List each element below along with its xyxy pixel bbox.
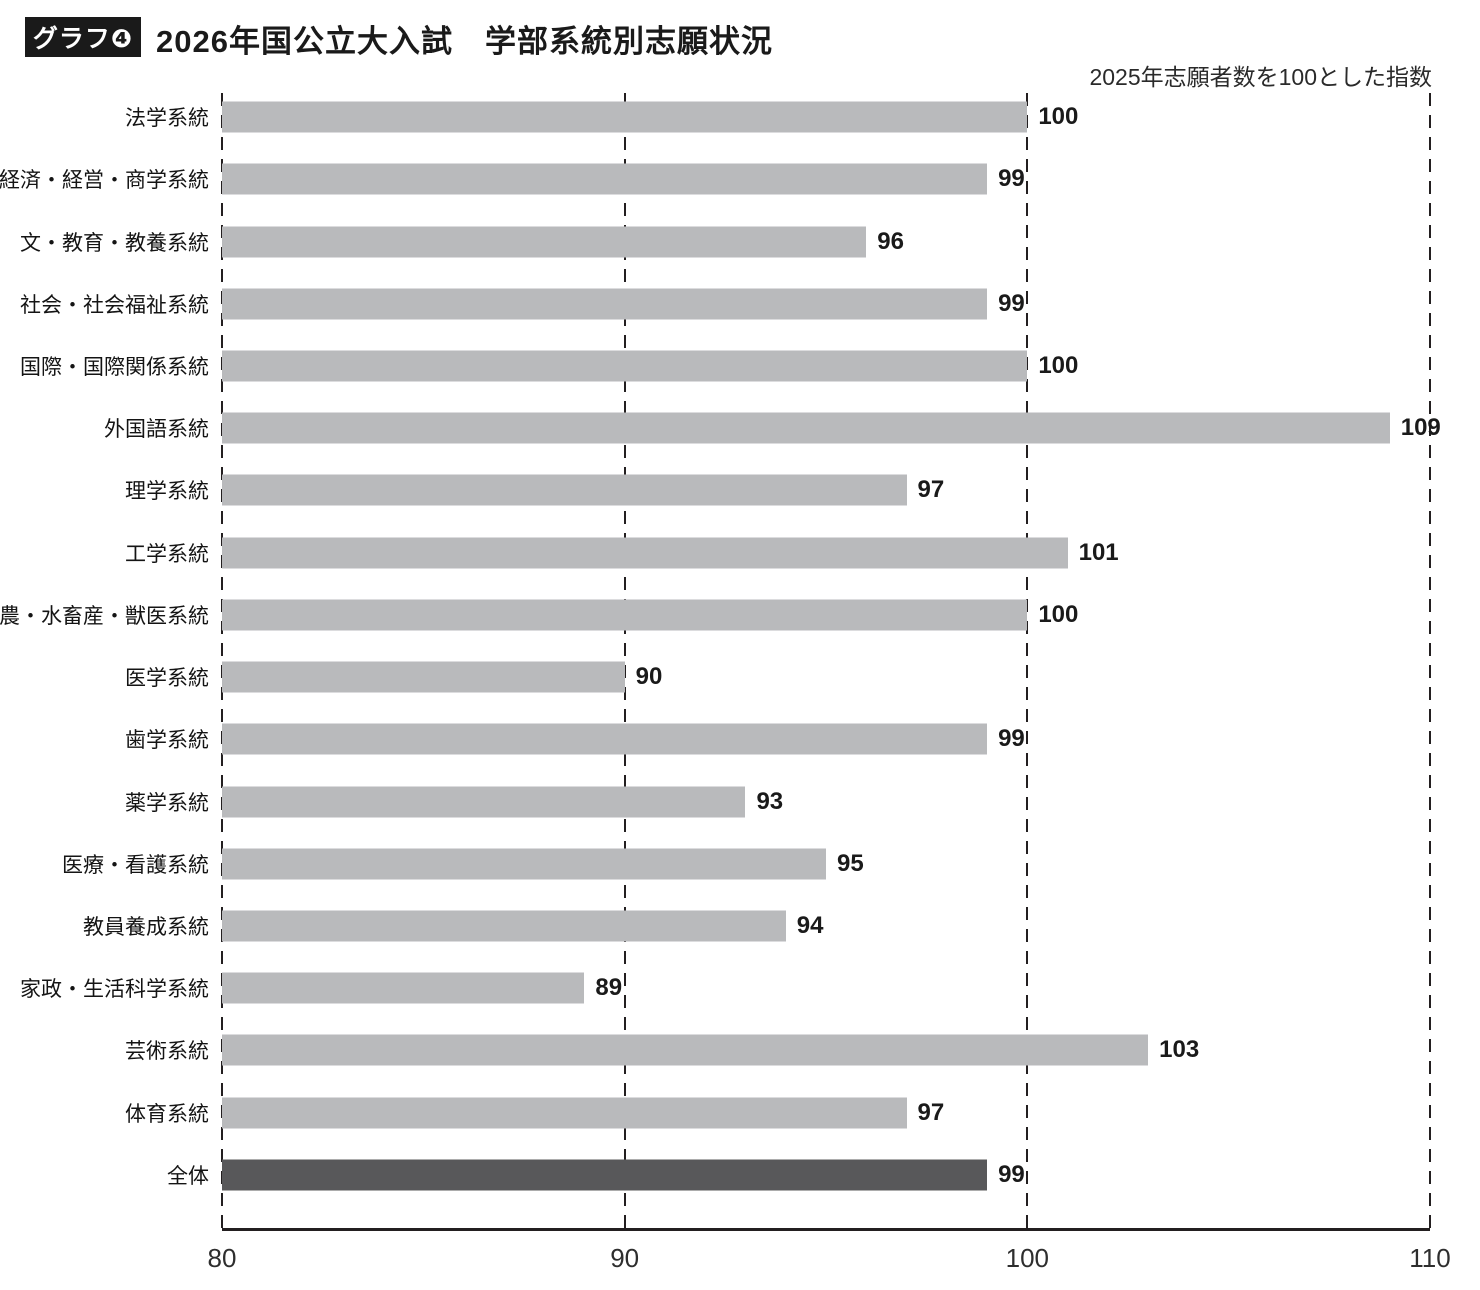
chart-rows: 法学系統 100 経済・経営・商学系統 99 文・教育・教養系統 96 社会・社会福祉系統 9… bbox=[0, 86, 1441, 1206]
value-label: 95 bbox=[837, 849, 864, 877]
gridline-110 bbox=[1429, 86, 1431, 1228]
chart-row: 家政・生活科学系統 89 bbox=[20, 957, 1430, 1019]
value-label: 93 bbox=[756, 787, 784, 815]
bar bbox=[222, 288, 988, 320]
x-tick-label: 80 bbox=[207, 1243, 237, 1273]
value-label: 100 bbox=[1038, 103, 1079, 131]
value-label: 103 bbox=[1159, 1036, 1200, 1064]
bar bbox=[222, 1034, 1149, 1066]
chart-row: 理学系統 97 bbox=[125, 459, 1430, 521]
gridline-80 bbox=[221, 86, 223, 1228]
category-label: 家政・生活科学系統 bbox=[20, 978, 209, 1002]
category-label: 医学系統 bbox=[125, 667, 209, 691]
value-label: 99 bbox=[998, 165, 1025, 193]
bar bbox=[222, 474, 907, 506]
category-label: 医療・看護系統 bbox=[62, 853, 209, 877]
category-label: 文・教育・教養系統 bbox=[20, 231, 209, 255]
chart-row: 歯学系統 99 bbox=[125, 708, 1430, 770]
bar bbox=[222, 848, 826, 880]
bar bbox=[222, 723, 988, 755]
chart-row: 社会・社会福祉系統 99 bbox=[20, 273, 1430, 335]
category-label: 体育系統 bbox=[125, 1102, 209, 1126]
bar bbox=[222, 226, 867, 258]
bar bbox=[222, 599, 1028, 631]
value-label: 97 bbox=[917, 476, 945, 504]
chart-row: 薬学系統 93 bbox=[125, 770, 1430, 832]
value-label: 96 bbox=[877, 227, 904, 255]
value-label: 100 bbox=[1038, 351, 1079, 379]
chart-row: 経済・経営・商学系統 99 bbox=[0, 148, 1430, 210]
category-label: 社会・社会福祉系統 bbox=[20, 293, 209, 317]
gridline-90 bbox=[623, 86, 626, 1228]
value-label: 109 bbox=[1400, 414, 1441, 442]
bar bbox=[222, 661, 625, 693]
category-label: 教員養成系統 bbox=[83, 915, 209, 939]
category-label: 経済・経営・商学系統 bbox=[0, 169, 209, 193]
bar bbox=[222, 786, 746, 818]
chart-row: 全体 99 bbox=[167, 1144, 1430, 1206]
category-label: 工学系統 bbox=[125, 542, 209, 566]
bar bbox=[222, 163, 988, 195]
value-label: 101 bbox=[1078, 538, 1119, 566]
bar bbox=[222, 1097, 907, 1129]
page-title: 2026年国公立大入試 学部系統別志願状況 bbox=[156, 24, 773, 59]
chart-row: 芸術系統 103 bbox=[125, 1019, 1430, 1081]
chart-row: 農・水畜産・獣医系統 100 bbox=[0, 584, 1430, 646]
bar bbox=[222, 910, 786, 942]
chart-row: 国際・国際関係系統 100 bbox=[20, 335, 1430, 397]
value-label: 100 bbox=[1038, 600, 1079, 628]
category-label: 芸術系統 bbox=[125, 1040, 209, 1064]
value-label: 99 bbox=[998, 725, 1025, 753]
chart-note: 2025年志願者数を100とした指数 bbox=[1089, 64, 1432, 90]
chart-row: 教員養成系統 94 bbox=[83, 895, 1430, 957]
category-label: 法学系統 bbox=[125, 107, 209, 131]
chart-row: 医学系統 90 bbox=[125, 646, 1430, 708]
category-label: 国際・国際関係系統 bbox=[20, 355, 209, 379]
value-label: 99 bbox=[998, 289, 1025, 317]
category-label: 全体 bbox=[167, 1164, 209, 1188]
value-label: 90 bbox=[635, 663, 663, 691]
chart-row: 外国語系統 109 bbox=[104, 397, 1441, 459]
chart-row: 工学系統 101 bbox=[125, 522, 1430, 584]
chart-row: 体育系統 97 bbox=[125, 1082, 1430, 1144]
category-label: 農・水畜産・獣医系統 bbox=[0, 604, 209, 628]
chart-row: 文・教育・教養系統 96 bbox=[20, 210, 1430, 272]
bar-chart-plot-area: 法学系統 100 経済・経営・商学系統 99 文・教育・教養系統 96 社会・社会福祉系統 9… bbox=[0, 86, 1451, 1273]
value-label: 97 bbox=[917, 1098, 945, 1126]
category-label: 歯学系統 bbox=[125, 729, 209, 753]
chart-row: 法学系統 100 bbox=[125, 86, 1430, 148]
chart-row: 医療・看護系統 95 bbox=[62, 833, 1430, 895]
bar bbox=[222, 412, 1390, 444]
graph-number-badge: グラフ❹ bbox=[25, 17, 141, 57]
x-tick-label: 100 bbox=[1005, 1243, 1050, 1273]
bar bbox=[222, 537, 1068, 569]
category-label: 理学系統 bbox=[125, 480, 209, 504]
x-tick-label: 110 bbox=[1409, 1243, 1451, 1273]
value-label: 89 bbox=[595, 974, 623, 1002]
gridline-100 bbox=[1026, 86, 1029, 1228]
bar bbox=[222, 972, 585, 1004]
category-label: 外国語系統 bbox=[104, 418, 209, 442]
bar bbox=[222, 101, 1028, 133]
x-tick-label: 90 bbox=[610, 1243, 640, 1273]
bar-total bbox=[222, 1159, 988, 1191]
category-label: 薬学系統 bbox=[125, 791, 209, 815]
value-label: 99 bbox=[998, 1160, 1025, 1188]
bar bbox=[222, 350, 1028, 382]
value-label: 94 bbox=[796, 911, 824, 939]
